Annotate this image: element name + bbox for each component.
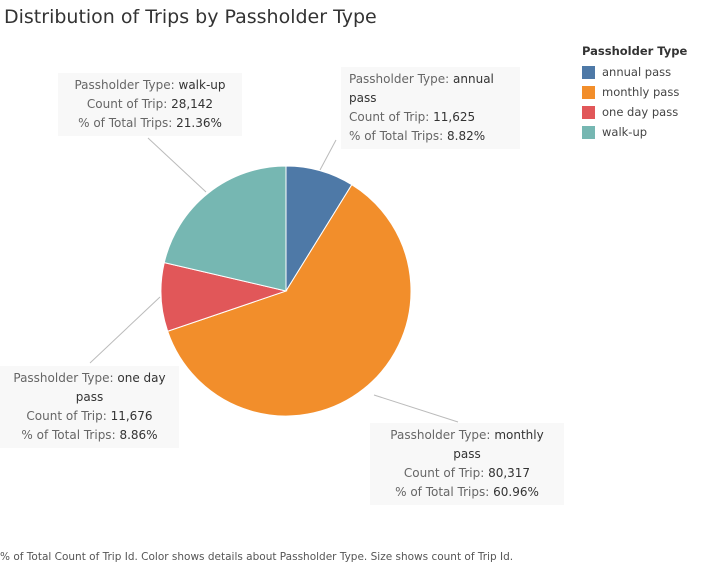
chart-footer: % of Total Count of Trip Id. Color shows… (0, 551, 514, 563)
legend-label: annual pass (602, 65, 672, 79)
legend: Passholder Type annual pass monthly pass… (582, 44, 687, 142)
tooltip-count-label: Count of Trip: (26, 409, 107, 423)
tooltip-type-label: Passholder Type: (13, 371, 114, 385)
legend-item-monthly-pass[interactable]: monthly pass (582, 82, 687, 102)
tooltip-type-line: Passholder Type: monthly (378, 426, 556, 445)
tooltip-type-value: monthly (494, 428, 544, 442)
tooltip-pct-line: % of Total Trips: 8.86% (8, 426, 171, 445)
tooltip-pct-label: % of Total Trips: (78, 116, 173, 130)
tooltip-type-label: Passholder Type: (74, 78, 175, 92)
tooltip-type-value: one day (117, 371, 166, 385)
tooltip-pct-value: 8.86% (119, 428, 158, 442)
tooltip-one-day-pass: Passholder Type: one day pass Count of T… (0, 366, 179, 448)
pie-slice-monthly-pass[interactable] (167, 184, 412, 417)
tooltip-type-label: Passholder Type: (349, 72, 450, 86)
legend-swatch-walk-up (582, 125, 595, 139)
tooltip-type-line: Passholder Type: walk-up (66, 76, 234, 95)
tooltip-count-label: Count of Trip: (86, 97, 168, 111)
leader-line-monthly-pass (373, 394, 459, 423)
tooltip-type-line: Passholder Type: annual (349, 70, 512, 89)
leader-line-one-day-pass (89, 296, 161, 364)
tooltip-count-value: 28,142 (171, 97, 214, 111)
tooltip-pct-value: 60.96% (493, 485, 539, 499)
legend-item-walk-up[interactable]: walk-up (582, 122, 687, 142)
leader-line-annual-pass (319, 139, 337, 171)
legend-item-annual-pass[interactable]: annual pass (582, 62, 687, 82)
leader-line-walk-up (147, 137, 207, 193)
tooltip-monthly-pass: Passholder Type: monthly pass Count of T… (370, 423, 564, 505)
legend-label: one day pass (602, 105, 679, 119)
tooltip-pct-label: % of Total Trips: (395, 485, 490, 499)
tooltip-type-value-cont: pass (75, 390, 104, 404)
tooltip-count-value: 11,676 (110, 409, 153, 423)
tooltip-pct-line: % of Total Trips: 60.96% (378, 483, 556, 502)
tooltip-type-line: Passholder Type: one day (8, 369, 171, 388)
pie-slice-walk-up[interactable] (163, 165, 287, 292)
tooltip-pct-line: % of Total Trips: 21.36% (66, 114, 234, 133)
legend-swatch-monthly-pass (582, 85, 595, 99)
tooltip-pct-value: 8.82% (447, 129, 486, 143)
legend-item-one-day-pass[interactable]: one day pass (582, 102, 687, 122)
tooltip-walk-up: Passholder Type: walk-up Count of Trip: … (58, 73, 242, 136)
legend-swatch-one-day-pass (582, 105, 595, 119)
tooltip-pct-label: % of Total Trips: (349, 129, 444, 143)
tooltip-count-line: Count of Trip: 11,625 (349, 108, 512, 127)
legend-label: walk-up (602, 125, 648, 139)
legend-title: Passholder Type (582, 44, 688, 58)
tooltip-count-line: Count of Trip: 28,142 (66, 95, 234, 114)
legend-swatch-annual-pass (582, 65, 595, 79)
tooltip-annual-pass: Passholder Type: annual pass Count of Tr… (341, 67, 520, 149)
tooltip-type-value-cont: pass (349, 91, 377, 105)
tooltip-count-value: 80,317 (488, 466, 531, 480)
chart-title: Distribution of Trips by Passholder Type (4, 6, 377, 28)
legend-label: monthly pass (602, 85, 680, 99)
tooltip-type-value: walk-up (178, 78, 226, 92)
tooltip-pct-label: % of Total Trips: (21, 428, 116, 442)
tooltip-pct-value: 21.36% (176, 116, 222, 130)
tooltip-count-line: Count of Trip: 80,317 (378, 464, 556, 483)
tooltip-type-value: annual (453, 72, 494, 86)
tooltip-count-label: Count of Trip: (403, 466, 485, 480)
tooltip-type-value-cont: pass (453, 447, 481, 461)
tooltip-count-value: 11,625 (433, 110, 476, 124)
tooltip-type-label: Passholder Type: (390, 428, 491, 442)
tooltip-pct-line: % of Total Trips: 8.82% (349, 127, 512, 146)
tooltip-count-label: Count of Trip: (349, 110, 430, 124)
tooltip-count-line: Count of Trip: 11,676 (8, 407, 171, 426)
